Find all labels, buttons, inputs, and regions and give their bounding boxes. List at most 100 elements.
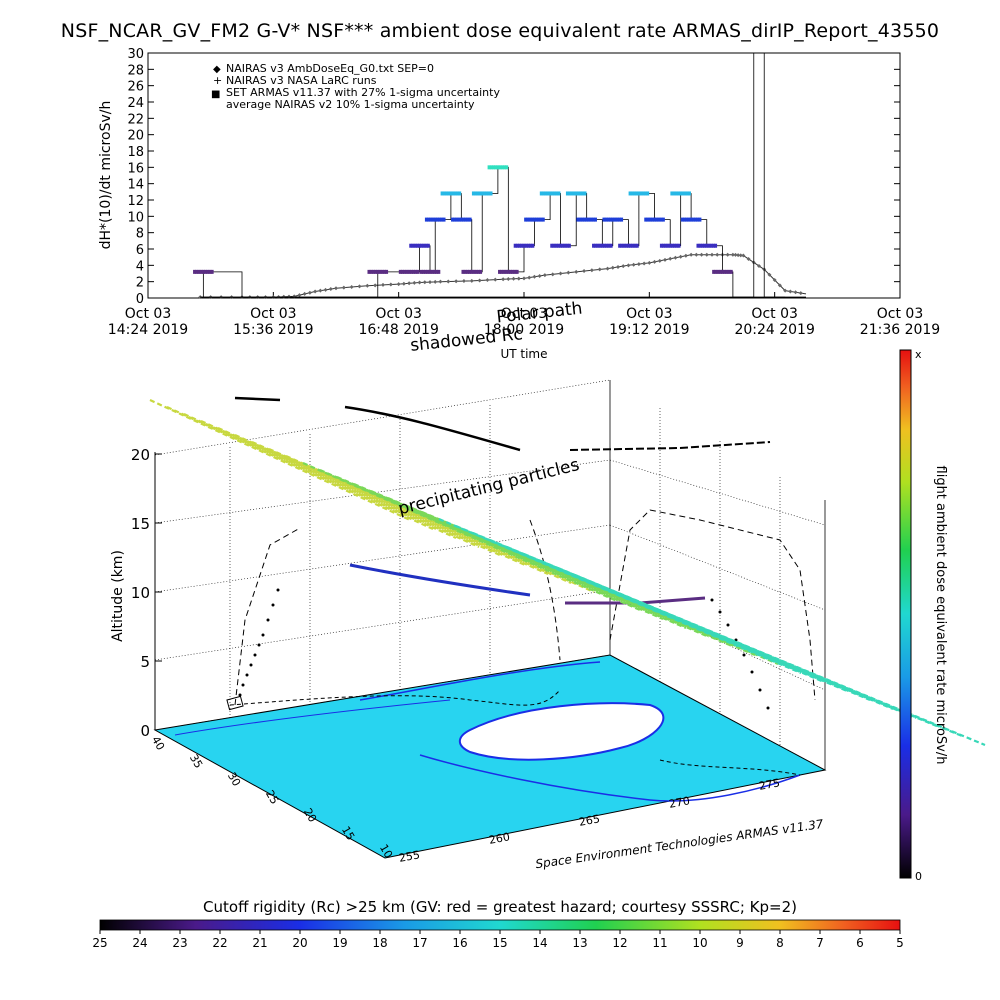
armas-point [617,217,621,222]
nairas-v3-point [783,288,788,293]
nairas-v3-point [417,280,422,285]
armas-point [648,217,652,222]
armas-point [628,191,632,196]
armas-point [716,269,720,274]
armas-point [689,217,693,222]
armas-point [714,243,718,248]
cutoff-tick-label: 13 [572,936,587,950]
armas-point [565,191,569,196]
nairas-v3-line [200,254,807,298]
armas-point [544,191,548,196]
armas-point [498,269,502,274]
nairas-v3-point [574,269,579,274]
gulf-of-mexico [458,702,665,761]
y-tick-label: 8 [136,227,144,242]
armas-point [637,191,641,196]
nairas-v3-point [733,252,738,257]
armas-point [714,269,718,274]
nairas-v3-point [511,276,516,281]
colorbar-top-label: x [915,348,922,361]
armas-point [629,243,633,248]
nairas-v3-point [527,275,532,280]
series-nairas-v3 [198,252,807,300]
armas-point [668,243,672,248]
armas-point [487,191,491,196]
cutoff-rigidity-ticks: 25 24 23 22 21 20 19 18 17 16 15 14 13 12 11 10 9 8 7 6 5 [92,930,904,950]
armas-point [476,191,480,196]
armas-point [632,191,636,196]
armas-point [603,243,607,248]
armas-point [380,269,384,274]
armas-point [204,269,208,274]
y-tick-label: 22 [127,112,144,127]
armas-point [568,191,572,196]
nairas-v3-point [757,263,761,268]
nairas-v3-point [582,269,587,274]
longitude-tick-label: 265 [578,812,601,828]
nairas-v3-point [469,278,474,283]
cutoff-tick-label: 12 [612,936,627,950]
armas-point [461,269,465,274]
armas-point [709,243,713,248]
armas-point [639,191,643,196]
cutoff-tick-label: 19 [332,936,347,950]
armas-point [494,165,498,170]
armas-point [606,217,610,222]
cutoff-tick-label: 14 [532,936,547,950]
armas-point [548,191,552,196]
armas-point [440,191,444,196]
armas-point [594,243,598,248]
z-axis-ticks: 0 5 10 15 20 [131,446,162,740]
y-tick-label: 14 [127,178,144,193]
x-tick-label-time: 19:12 2019 [609,322,689,338]
armas-point [691,217,695,222]
y-tick-label: 6 [136,243,144,258]
nairas-v3-point [626,263,631,268]
cutoff-rigidity-colorbar: Cutoff rigidity (Rc) >25 km (GV: red = g… [92,898,903,950]
armas-point [581,191,585,196]
nairas-v3-point [401,281,406,286]
nairas-v3-point [328,287,333,292]
nairas-v3-point [694,252,699,257]
armas-point [539,191,543,196]
armas-point [369,269,373,274]
armas-point [711,243,715,248]
armas-point [524,243,528,248]
armas-point [705,243,709,248]
legend-marker-nairas-v3: ◆ [213,64,221,75]
altitude-climb [234,527,301,706]
dose-row [183,412,457,540]
armas-point [526,217,530,222]
armas-point [382,269,386,274]
x-tick-label-date: Oct 03 [501,306,547,322]
nairas-v3-point [388,282,393,287]
armas-point [630,191,634,196]
armas-point [687,191,691,196]
armas-point [720,269,724,274]
armas-point [698,243,702,248]
armas-point [541,217,545,222]
armas-point [537,217,541,222]
armas-point [453,191,457,196]
armas-point [624,243,628,248]
armas-point [553,191,557,196]
armas-point [609,217,613,222]
armas-point [485,191,489,196]
nairas-v3-point [357,284,362,289]
x-tick-label-time: 16:48 2019 [358,322,438,338]
armas-point [437,269,441,274]
x-tick-label-time: 15:36 2019 [233,322,313,338]
armas-point [474,269,478,274]
armas-point [576,191,580,196]
dose-colorbar: x 0 flight ambient dose equivalent rate … [899,348,948,883]
armas-point [505,165,509,170]
nairas-v3-point [454,279,459,284]
armas-point [401,269,405,274]
armas-point [579,191,583,196]
armas-point [459,217,463,222]
nairas-v3-point [689,252,694,257]
cutoff-tick-label: 23 [172,936,187,950]
armas-point [451,217,455,222]
armas-point [574,191,578,196]
